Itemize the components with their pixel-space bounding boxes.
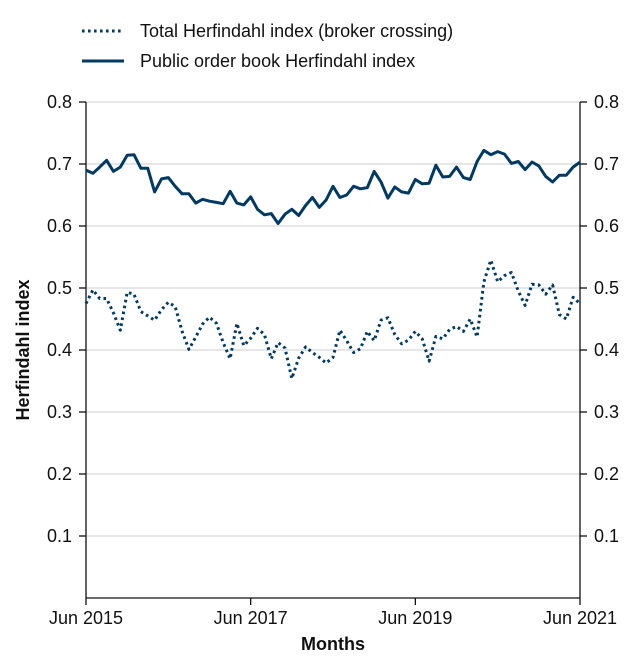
x-axis-title: Months bbox=[301, 634, 365, 654]
x-tick-label: Jun 2017 bbox=[214, 608, 288, 628]
y-tick-label-right: 0.5 bbox=[594, 278, 619, 298]
y-axis-title: Herfindahl index bbox=[13, 279, 33, 420]
y-tick-label-right: 0.8 bbox=[594, 92, 619, 112]
tick-labels: 0.1 0.1 0.2 0.2 0.3 0.3 0.4 0.4 0.5 0.5 0.6 0.6 0.7 0… bbox=[47, 92, 619, 628]
y-tick-label-right: 0.7 bbox=[594, 154, 619, 174]
legend-label-public: Public order book Herfindahl index bbox=[140, 51, 415, 71]
y-tick-label-left: 0.1 bbox=[47, 526, 72, 546]
y-tick-label-right: 0.4 bbox=[594, 340, 619, 360]
series-line-public-order-book bbox=[85, 148, 581, 225]
y-tick-label-left: 0.4 bbox=[47, 340, 72, 360]
y-tick-label-left: 0.3 bbox=[47, 402, 72, 422]
y-tick-label-left: 0.2 bbox=[47, 464, 72, 484]
legend-label-total: Total Herfindahl index (broker crossing) bbox=[140, 21, 453, 41]
y-tick-label-right: 0.1 bbox=[594, 526, 619, 546]
y-tick-label-right: 0.6 bbox=[594, 216, 619, 236]
y-tick-label-left: 0.6 bbox=[47, 216, 72, 236]
y-tick-label-left: 0.7 bbox=[47, 154, 72, 174]
x-tick-label: Jun 2019 bbox=[378, 608, 452, 628]
gridlines bbox=[86, 101, 580, 537]
legend: Total Herfindahl index (broker crossing)… bbox=[82, 21, 453, 71]
y-tick-label-left: 0.8 bbox=[47, 92, 72, 112]
x-tick-label: Jun 2015 bbox=[49, 608, 123, 628]
series-line-total-herfindahl bbox=[84, 258, 582, 380]
x-tick-label: Jun 2021 bbox=[543, 608, 617, 628]
y-tick-label-right: 0.3 bbox=[594, 402, 619, 422]
y-tick-label-right: 0.2 bbox=[594, 464, 619, 484]
y-tick-label-left: 0.5 bbox=[47, 278, 72, 298]
series-lines bbox=[84, 148, 582, 380]
